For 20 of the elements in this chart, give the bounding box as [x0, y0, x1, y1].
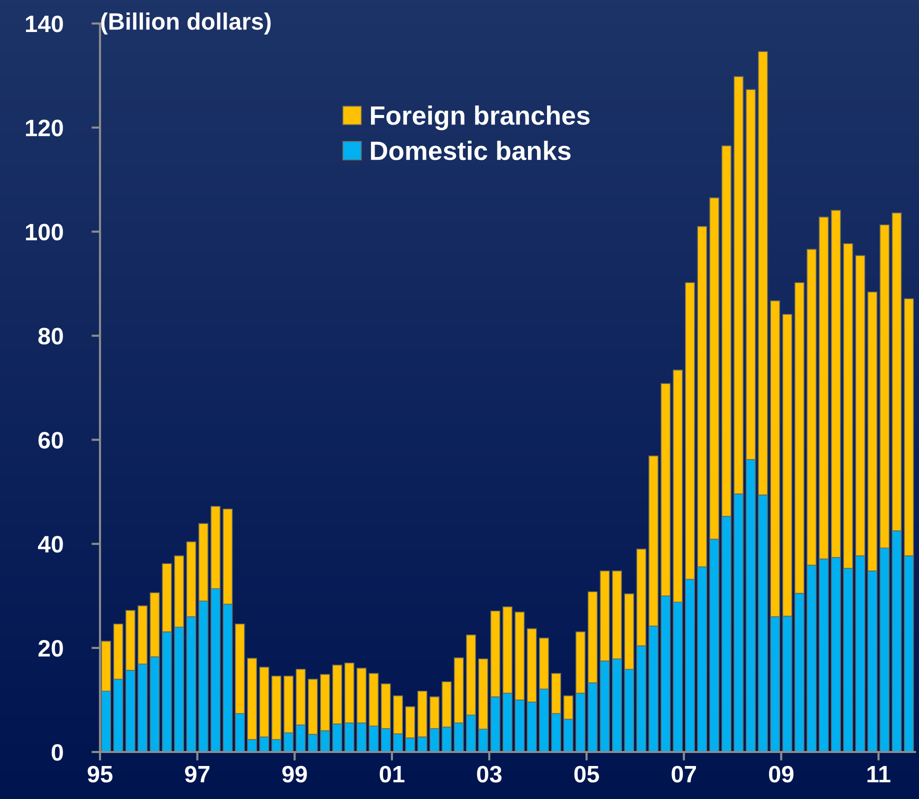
- y-axis-title: (Billion dollars): [101, 12, 271, 35]
- x-tick-label: 99: [282, 766, 307, 783]
- x-tick-label: 03: [477, 766, 502, 783]
- y-tick-label: 0: [52, 744, 63, 761]
- x-tick-label: 05: [574, 766, 600, 783]
- y-tick-label: 40: [38, 536, 63, 553]
- x-tick-label: 11: [868, 766, 890, 782]
- x-tick-label: 95: [88, 766, 112, 783]
- x-tick-label: 97: [185, 766, 210, 783]
- y-tick-label: 140: [26, 16, 63, 32]
- y-tick-label: 60: [38, 432, 63, 449]
- legend-label: Foreign branches: [371, 106, 590, 130]
- x-tick-label: 09: [768, 766, 794, 783]
- y-tick-label: 80: [38, 328, 63, 344]
- x-tick-label: 07: [672, 766, 696, 783]
- legend-label: Domestic banks: [371, 140, 571, 160]
- x-tick-label: 01: [380, 766, 404, 783]
- y-tick-label: 120: [26, 120, 63, 136]
- y-tick-label: 20: [38, 640, 63, 657]
- y-tick-label: 100: [26, 224, 63, 240]
